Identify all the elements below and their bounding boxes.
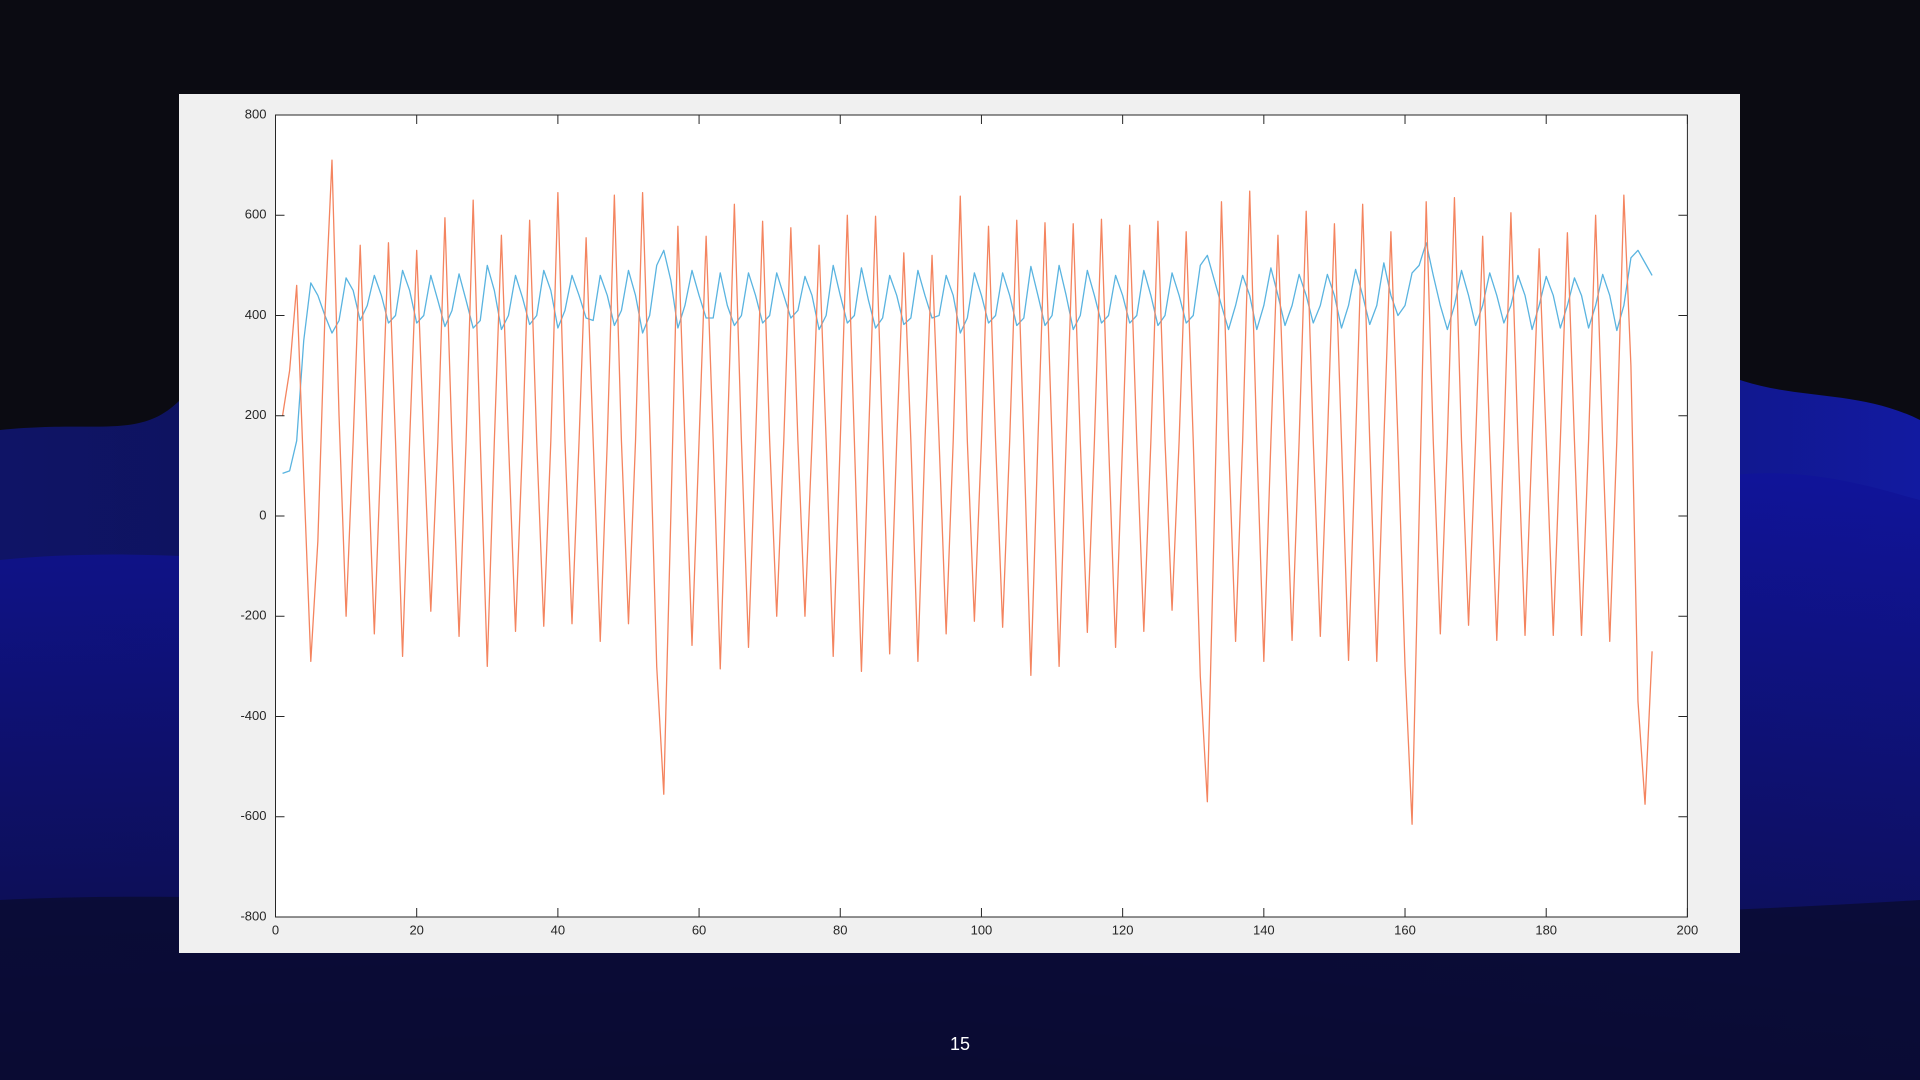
y-tick-label: 400: [245, 307, 267, 322]
plot-area: [275, 115, 1688, 917]
x-tick-label: 120: [1112, 922, 1134, 937]
y-tick-label: 200: [245, 407, 267, 422]
y-tick-label: 600: [245, 207, 267, 222]
x-tick-label: 160: [1394, 922, 1416, 937]
series-line: [281, 159, 1653, 825]
x-tick-label: 200: [1677, 922, 1699, 937]
y-tick-label: -800: [240, 908, 266, 923]
x-tick-label: 140: [1253, 922, 1275, 937]
y-tick-label: 800: [245, 106, 267, 121]
x-tick-label: 100: [971, 922, 993, 937]
y-tick-label: -600: [240, 808, 266, 823]
x-tick-label: 40: [551, 922, 565, 937]
x-tick-label: 180: [1535, 922, 1557, 937]
page-number: 15: [950, 1034, 970, 1054]
x-tick-label: 60: [692, 922, 706, 937]
y-tick-label: 0: [259, 507, 266, 522]
plot: [281, 159, 1653, 825]
x-tick-label: 0: [272, 922, 279, 937]
x-tick-label: 80: [833, 922, 847, 937]
series-line: [282, 242, 1653, 475]
y-tick-label: -200: [240, 608, 266, 623]
x-tick-label: 20: [409, 922, 423, 937]
y-tick-label: -400: [240, 708, 266, 723]
